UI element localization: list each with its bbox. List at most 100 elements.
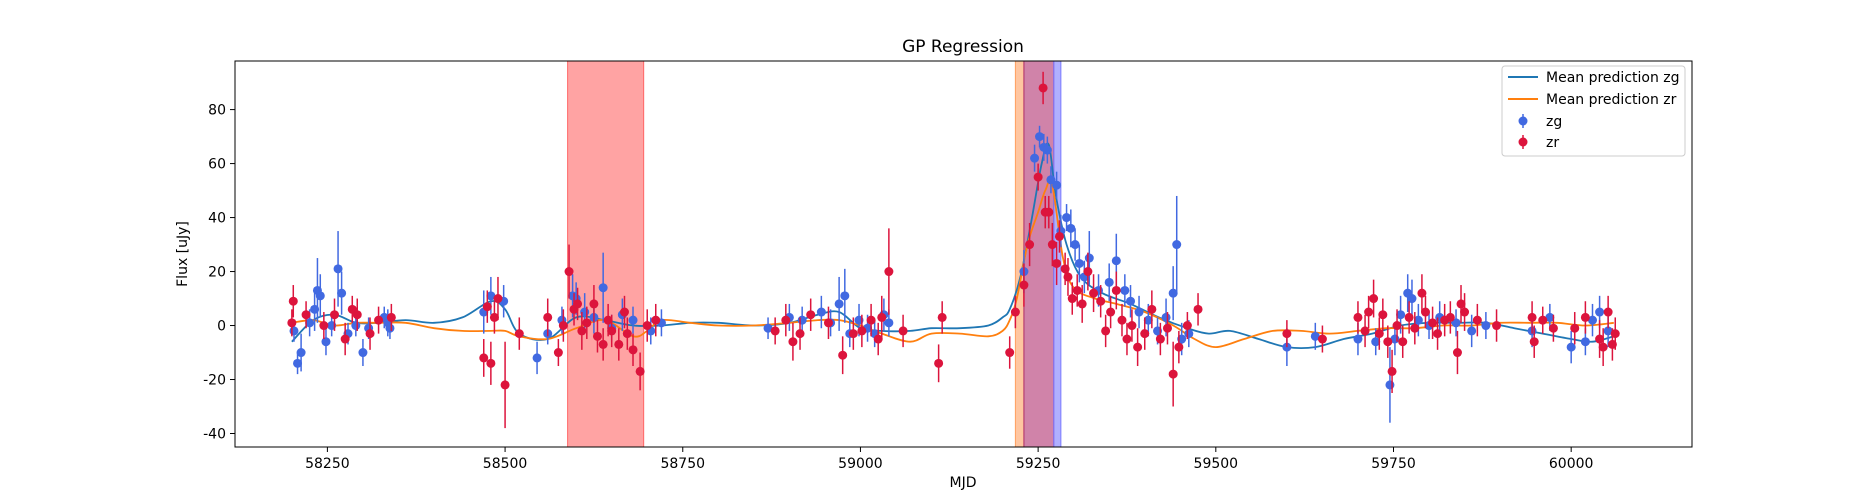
point-zr xyxy=(635,366,645,376)
point-zr xyxy=(1610,329,1620,339)
point-zr xyxy=(287,318,297,328)
point-zr xyxy=(1445,312,1455,322)
point-zr xyxy=(1054,231,1064,241)
point-zr xyxy=(1570,323,1580,333)
point-zr xyxy=(937,312,947,322)
point-zr xyxy=(603,315,613,325)
point-zr xyxy=(1155,334,1165,344)
point-zr xyxy=(482,302,492,312)
point-zg xyxy=(1104,277,1114,287)
point-zr xyxy=(1603,307,1613,317)
point-zg xyxy=(1396,310,1406,320)
point-zg xyxy=(1168,288,1178,298)
point-zr xyxy=(1168,369,1178,379)
point-zr xyxy=(622,329,632,339)
y-axis-label: Flux [uJy] xyxy=(175,221,191,287)
point-zr xyxy=(884,267,894,277)
point-zr xyxy=(486,358,496,368)
point-zg xyxy=(1172,240,1182,250)
point-zr xyxy=(1353,312,1363,322)
x-tick-label: 59000 xyxy=(838,456,883,472)
point-zr xyxy=(301,310,311,320)
point-zr xyxy=(1025,240,1035,250)
point-zg xyxy=(1413,315,1423,325)
series-line-mean-prediction-zr xyxy=(291,179,1614,349)
point-zg xyxy=(358,348,368,358)
point-zr xyxy=(1364,307,1374,317)
point-zg xyxy=(1143,315,1153,325)
point-zg xyxy=(1467,326,1477,336)
point-zr xyxy=(1378,310,1388,320)
y-tick-label: 60 xyxy=(208,157,226,173)
point-zr xyxy=(1067,294,1077,304)
point-zg xyxy=(1126,296,1136,306)
point-zg xyxy=(293,358,303,368)
point-zr xyxy=(651,315,661,325)
point-zr xyxy=(1182,321,1192,331)
point-zr xyxy=(1433,329,1443,339)
point-zg xyxy=(321,337,331,347)
point-zr xyxy=(288,296,298,306)
point-zr xyxy=(1398,337,1408,347)
point-zg xyxy=(1062,213,1072,223)
point-zg xyxy=(1385,380,1395,390)
point-zg xyxy=(1310,331,1320,341)
point-zg xyxy=(351,321,361,331)
point-zr xyxy=(1548,323,1558,333)
point-zr xyxy=(1106,307,1116,317)
point-zr xyxy=(838,350,848,360)
point-zr xyxy=(795,329,805,339)
point-zr xyxy=(1538,315,1548,325)
x-axis-ticks: 58250 58500 58750 59000 59250 59500 59750 60000 xyxy=(305,447,1593,472)
point-zg xyxy=(1481,321,1491,331)
series-line-mean-prediction-zg xyxy=(291,142,1615,350)
point-zr xyxy=(1529,337,1539,347)
plot-frame xyxy=(234,60,1693,448)
point-zg xyxy=(1595,307,1605,317)
point-zr xyxy=(1096,296,1106,306)
point-zr xyxy=(589,299,599,309)
x-tick-label: 58750 xyxy=(660,456,705,472)
point-zg xyxy=(1066,223,1076,233)
point-zg xyxy=(333,264,343,274)
point-zg xyxy=(289,326,299,336)
point-zr xyxy=(1374,329,1384,339)
point-zr xyxy=(1472,315,1482,325)
point-zr xyxy=(1492,321,1502,331)
point-zg xyxy=(315,291,325,301)
y-tick-label: -40 xyxy=(203,427,226,443)
point-zr xyxy=(781,315,791,325)
y-tick-label: 40 xyxy=(208,211,226,227)
point-zr xyxy=(500,380,510,390)
point-zg xyxy=(1035,132,1045,142)
point-zr xyxy=(340,334,350,344)
point-zg xyxy=(1407,294,1417,304)
point-zr xyxy=(1460,307,1470,317)
point-zr xyxy=(386,312,396,322)
point-zr xyxy=(1005,348,1015,358)
legend-swatch-zg-marker xyxy=(1518,116,1528,126)
data-points xyxy=(287,71,1620,429)
point-zr xyxy=(564,267,574,277)
point-zr xyxy=(582,318,592,328)
point-zr xyxy=(592,331,602,341)
point-zr xyxy=(1089,288,1099,298)
point-zg xyxy=(1545,312,1555,322)
point-zr xyxy=(1417,288,1427,298)
point-zr xyxy=(1174,342,1184,352)
point-zr xyxy=(1369,294,1379,304)
point-zg xyxy=(1451,318,1461,328)
point-zr xyxy=(1420,307,1430,317)
point-zr xyxy=(898,326,908,336)
point-zg xyxy=(1030,153,1040,163)
chart-title: GP Regression xyxy=(902,37,1024,57)
point-zg xyxy=(1052,180,1062,190)
point-zr xyxy=(1140,329,1150,339)
point-zg xyxy=(1046,175,1056,185)
point-zg xyxy=(1074,258,1084,268)
y-tick-label: 0 xyxy=(217,319,226,335)
point-zr xyxy=(1117,315,1127,325)
point-zr xyxy=(1033,172,1043,182)
point-zg xyxy=(1042,145,1052,155)
point-zr xyxy=(873,334,883,344)
